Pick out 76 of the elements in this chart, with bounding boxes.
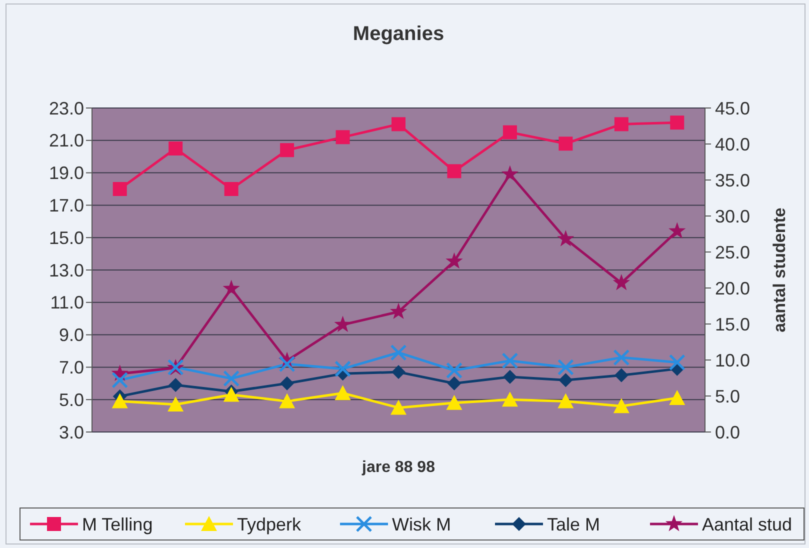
point [613, 349, 630, 366]
point [278, 356, 296, 372]
point [502, 125, 517, 140]
point [614, 117, 628, 132]
point [390, 302, 408, 320]
point [557, 358, 574, 376]
point [334, 385, 351, 400]
point [223, 370, 240, 387]
y2-tick-label: 10.0 [715, 350, 750, 370]
chart-title: Meganies [352, 23, 444, 45]
point [447, 164, 462, 178]
point [668, 222, 686, 238]
legend-label: Tydperk [237, 514, 302, 534]
point [392, 365, 406, 380]
y2-tick-label: 45.0 [715, 98, 750, 118]
y2-tick-label: 40.0 [715, 134, 750, 154]
point [168, 396, 184, 412]
point [390, 400, 406, 415]
y2-tick-label: 0.0 [715, 422, 740, 442]
y-tick-label: 13.0 [48, 260, 84, 280]
point [614, 368, 628, 382]
x-axis-title: jare 88 98 [361, 459, 436, 476]
point [334, 360, 352, 378]
y-tick-label: 9.0 [58, 325, 84, 346]
y-tick-label: 5.0 [58, 390, 84, 410]
point [392, 117, 406, 132]
point [558, 136, 573, 151]
y-tick-label: 3.0 [58, 422, 84, 442]
y2-tick-label: 30.0 [715, 206, 750, 226]
point [223, 386, 240, 402]
point [112, 393, 128, 408]
point [558, 393, 574, 408]
y-tick-label: 21.0 [48, 130, 84, 151]
point [280, 143, 294, 158]
point [502, 392, 518, 407]
point [668, 354, 686, 371]
y2-tick-label: 5.0 [715, 386, 740, 406]
point [501, 165, 519, 182]
point [669, 390, 686, 405]
y2-tick-label: 25.0 [715, 242, 750, 262]
point [557, 230, 574, 246]
y-tick-label: 17.0 [48, 196, 84, 216]
legend-label: M Telling [82, 514, 153, 534]
point [670, 116, 684, 130]
legend-label: Tale M [547, 514, 600, 534]
y2-axis-title: aantal studente [770, 208, 789, 332]
point [112, 182, 127, 196]
point [558, 373, 573, 388]
legend-label: Aantal stud [702, 514, 792, 534]
y2-tick-label: 35.0 [715, 170, 750, 190]
y-tick-label: 7.0 [58, 358, 84, 378]
point [336, 130, 350, 144]
point [446, 362, 462, 379]
point [502, 370, 517, 384]
y-tick-label: 15.0 [48, 228, 84, 248]
point [446, 252, 463, 269]
point [447, 376, 462, 390]
point [224, 182, 238, 196]
y2-tick-label: 15.0 [715, 314, 750, 334]
point [279, 393, 296, 408]
point [168, 378, 183, 392]
point [446, 394, 462, 410]
point [168, 142, 183, 156]
point [390, 344, 407, 361]
point [222, 280, 240, 296]
y-tick-label: 23.0 [48, 98, 84, 118]
point [112, 372, 128, 388]
point [502, 352, 518, 369]
point [334, 316, 352, 332]
y2-tick-label: 20.0 [715, 278, 750, 298]
point [613, 398, 630, 414]
y-tick-label: 11.0 [50, 292, 84, 313]
y-tick-label: 19.0 [48, 163, 84, 184]
legend-label: Wisk M [392, 514, 451, 534]
point [612, 274, 630, 290]
point [280, 376, 294, 390]
